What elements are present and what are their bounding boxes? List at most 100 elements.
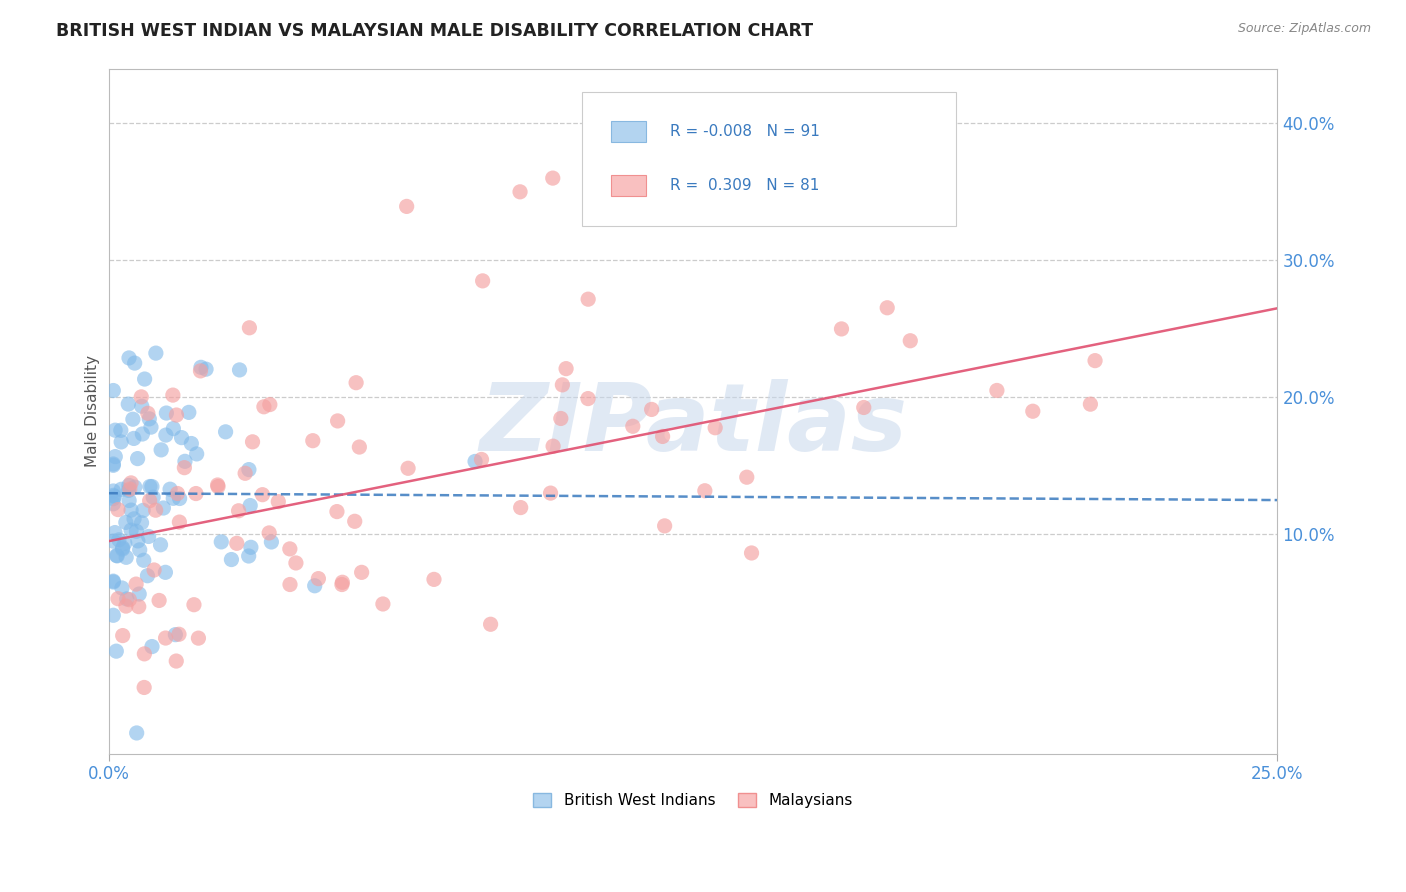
Point	[124, 356, 146, 370]
Point	[238, 549, 260, 563]
Bar	[612, 176, 647, 196]
Point	[654, 519, 676, 533]
Point	[103, 490, 125, 504]
Point	[143, 563, 166, 577]
Point	[693, 483, 716, 498]
Point	[141, 640, 163, 654]
Point	[150, 442, 173, 457]
Point	[1080, 397, 1102, 411]
Point	[852, 401, 875, 415]
Point	[326, 414, 349, 428]
Point	[735, 470, 758, 484]
Point	[207, 479, 229, 493]
Point	[169, 515, 191, 529]
Point	[423, 573, 446, 587]
Legend: British West Indians, Malaysians: British West Indians, Malaysians	[527, 787, 859, 814]
Point	[330, 577, 353, 591]
Point	[267, 494, 290, 508]
Point	[142, 490, 165, 504]
Point	[103, 384, 125, 398]
Point	[209, 534, 232, 549]
Point	[704, 421, 727, 435]
Text: Source: ZipAtlas.com: Source: ZipAtlas.com	[1237, 22, 1371, 36]
Point	[162, 388, 184, 402]
Point	[541, 171, 564, 186]
Point	[169, 491, 191, 506]
Point	[115, 591, 138, 606]
Point	[103, 497, 125, 511]
Point	[125, 524, 148, 539]
Point	[110, 434, 132, 449]
Point	[471, 274, 494, 288]
Point	[115, 550, 138, 565]
Point	[105, 549, 128, 563]
Point	[242, 434, 264, 449]
Point	[145, 346, 167, 360]
Point	[136, 406, 159, 420]
Point	[541, 439, 564, 453]
Point	[551, 377, 574, 392]
Point	[103, 534, 125, 549]
Point	[238, 320, 260, 334]
Point	[118, 478, 141, 492]
Point	[184, 486, 207, 500]
Point	[214, 425, 236, 439]
Point	[134, 681, 156, 695]
Point	[576, 392, 599, 406]
Point	[108, 533, 131, 547]
Point	[122, 412, 145, 426]
Point	[125, 726, 148, 740]
Point	[111, 541, 134, 555]
Bar	[612, 121, 647, 142]
Point	[252, 488, 274, 502]
FancyBboxPatch shape	[582, 93, 956, 226]
Point	[396, 461, 419, 475]
Point	[131, 516, 153, 530]
Point	[260, 535, 283, 549]
Point	[344, 376, 367, 390]
Point	[225, 536, 247, 550]
Point	[124, 480, 146, 494]
Point	[259, 398, 281, 412]
Text: R = -0.008   N = 91: R = -0.008 N = 91	[669, 124, 820, 139]
Point	[195, 362, 218, 376]
Point	[118, 592, 141, 607]
Point	[117, 483, 139, 498]
Point	[155, 566, 177, 580]
Point	[117, 397, 139, 411]
Point	[118, 493, 141, 508]
Point	[127, 451, 149, 466]
Point	[190, 364, 212, 378]
Point	[139, 479, 162, 493]
Point	[155, 631, 177, 645]
Point	[120, 523, 142, 537]
Point	[238, 462, 260, 476]
Point	[876, 301, 898, 315]
Text: ZIPatlas: ZIPatlas	[479, 379, 907, 471]
Point	[127, 533, 149, 548]
Point	[110, 483, 132, 497]
Point	[149, 538, 172, 552]
Point	[180, 436, 202, 450]
Point	[350, 566, 373, 580]
Point	[170, 431, 193, 445]
Point	[304, 579, 326, 593]
Point	[509, 185, 531, 199]
Y-axis label: Male Disability: Male Disability	[86, 355, 100, 467]
Point	[479, 617, 502, 632]
Point	[115, 516, 138, 530]
Point	[228, 504, 250, 518]
Point	[174, 454, 197, 468]
Point	[162, 421, 184, 435]
Point	[118, 482, 141, 496]
Point	[167, 627, 190, 641]
Point	[162, 491, 184, 506]
Point	[138, 493, 160, 508]
Point	[540, 486, 562, 500]
Point	[470, 452, 492, 467]
Point	[307, 572, 329, 586]
Point	[621, 419, 644, 434]
Point	[177, 405, 200, 419]
Point	[139, 420, 162, 434]
Point	[103, 574, 125, 589]
